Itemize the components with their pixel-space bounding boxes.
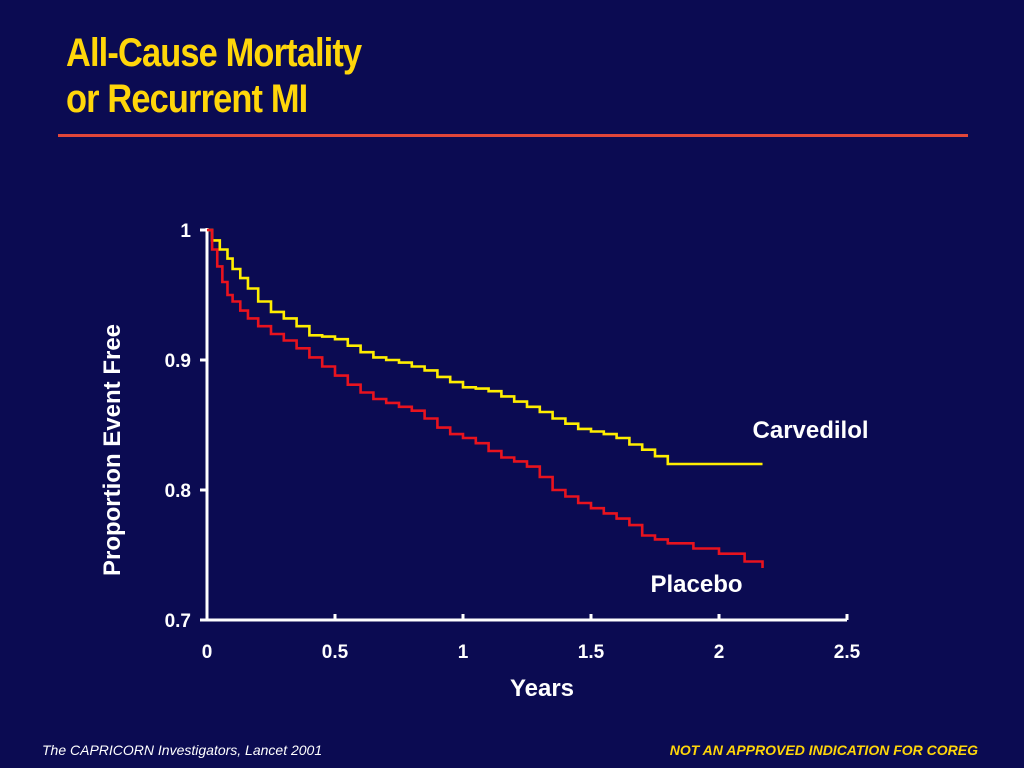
series-label-placebo: Placebo [650,571,742,598]
x-tick-label: 2 [714,642,725,663]
slide-title-line-1: All-Cause Mortality [66,31,362,75]
series-line-carvedilol [207,228,763,466]
y-tick-label: 1 [180,221,191,242]
x-tick-label: 0.5 [322,642,349,663]
series-line-placebo [207,228,764,568]
x-tick-label: 1 [458,642,469,663]
title-divider [58,134,968,137]
disclaimer: NOT AN APPROVED INDICATION FOR COREG [669,742,978,758]
x-tick-label: 1.5 [578,642,605,663]
y-tick-label: 0.7 [165,611,191,632]
chart-labels: Carvedilol Placebo [650,417,868,598]
x-tick-label: 0 [202,642,213,663]
slide-title: All-Cause Mortality or Recurrent MI [66,30,362,122]
series-label-carvedilol: Carvedilol [753,417,869,444]
chart-axes: 0.7 0.8 0.9 1 0 0.5 1 1.5 2 2.5 Years Proportion Ev… [99,221,861,702]
citation: The CAPRICORN Investigators, Lancet 2001 [42,742,323,758]
x-axis-title: Years [510,675,574,702]
slide-title-line-2: or Recurrent MI [66,77,308,121]
x-tick-label: 2.5 [834,642,861,663]
y-tick-label: 0.9 [165,351,191,372]
chart-series [207,228,764,568]
y-tick-label: 0.8 [165,481,191,502]
y-axis-title: Proportion Event Free [99,324,126,576]
